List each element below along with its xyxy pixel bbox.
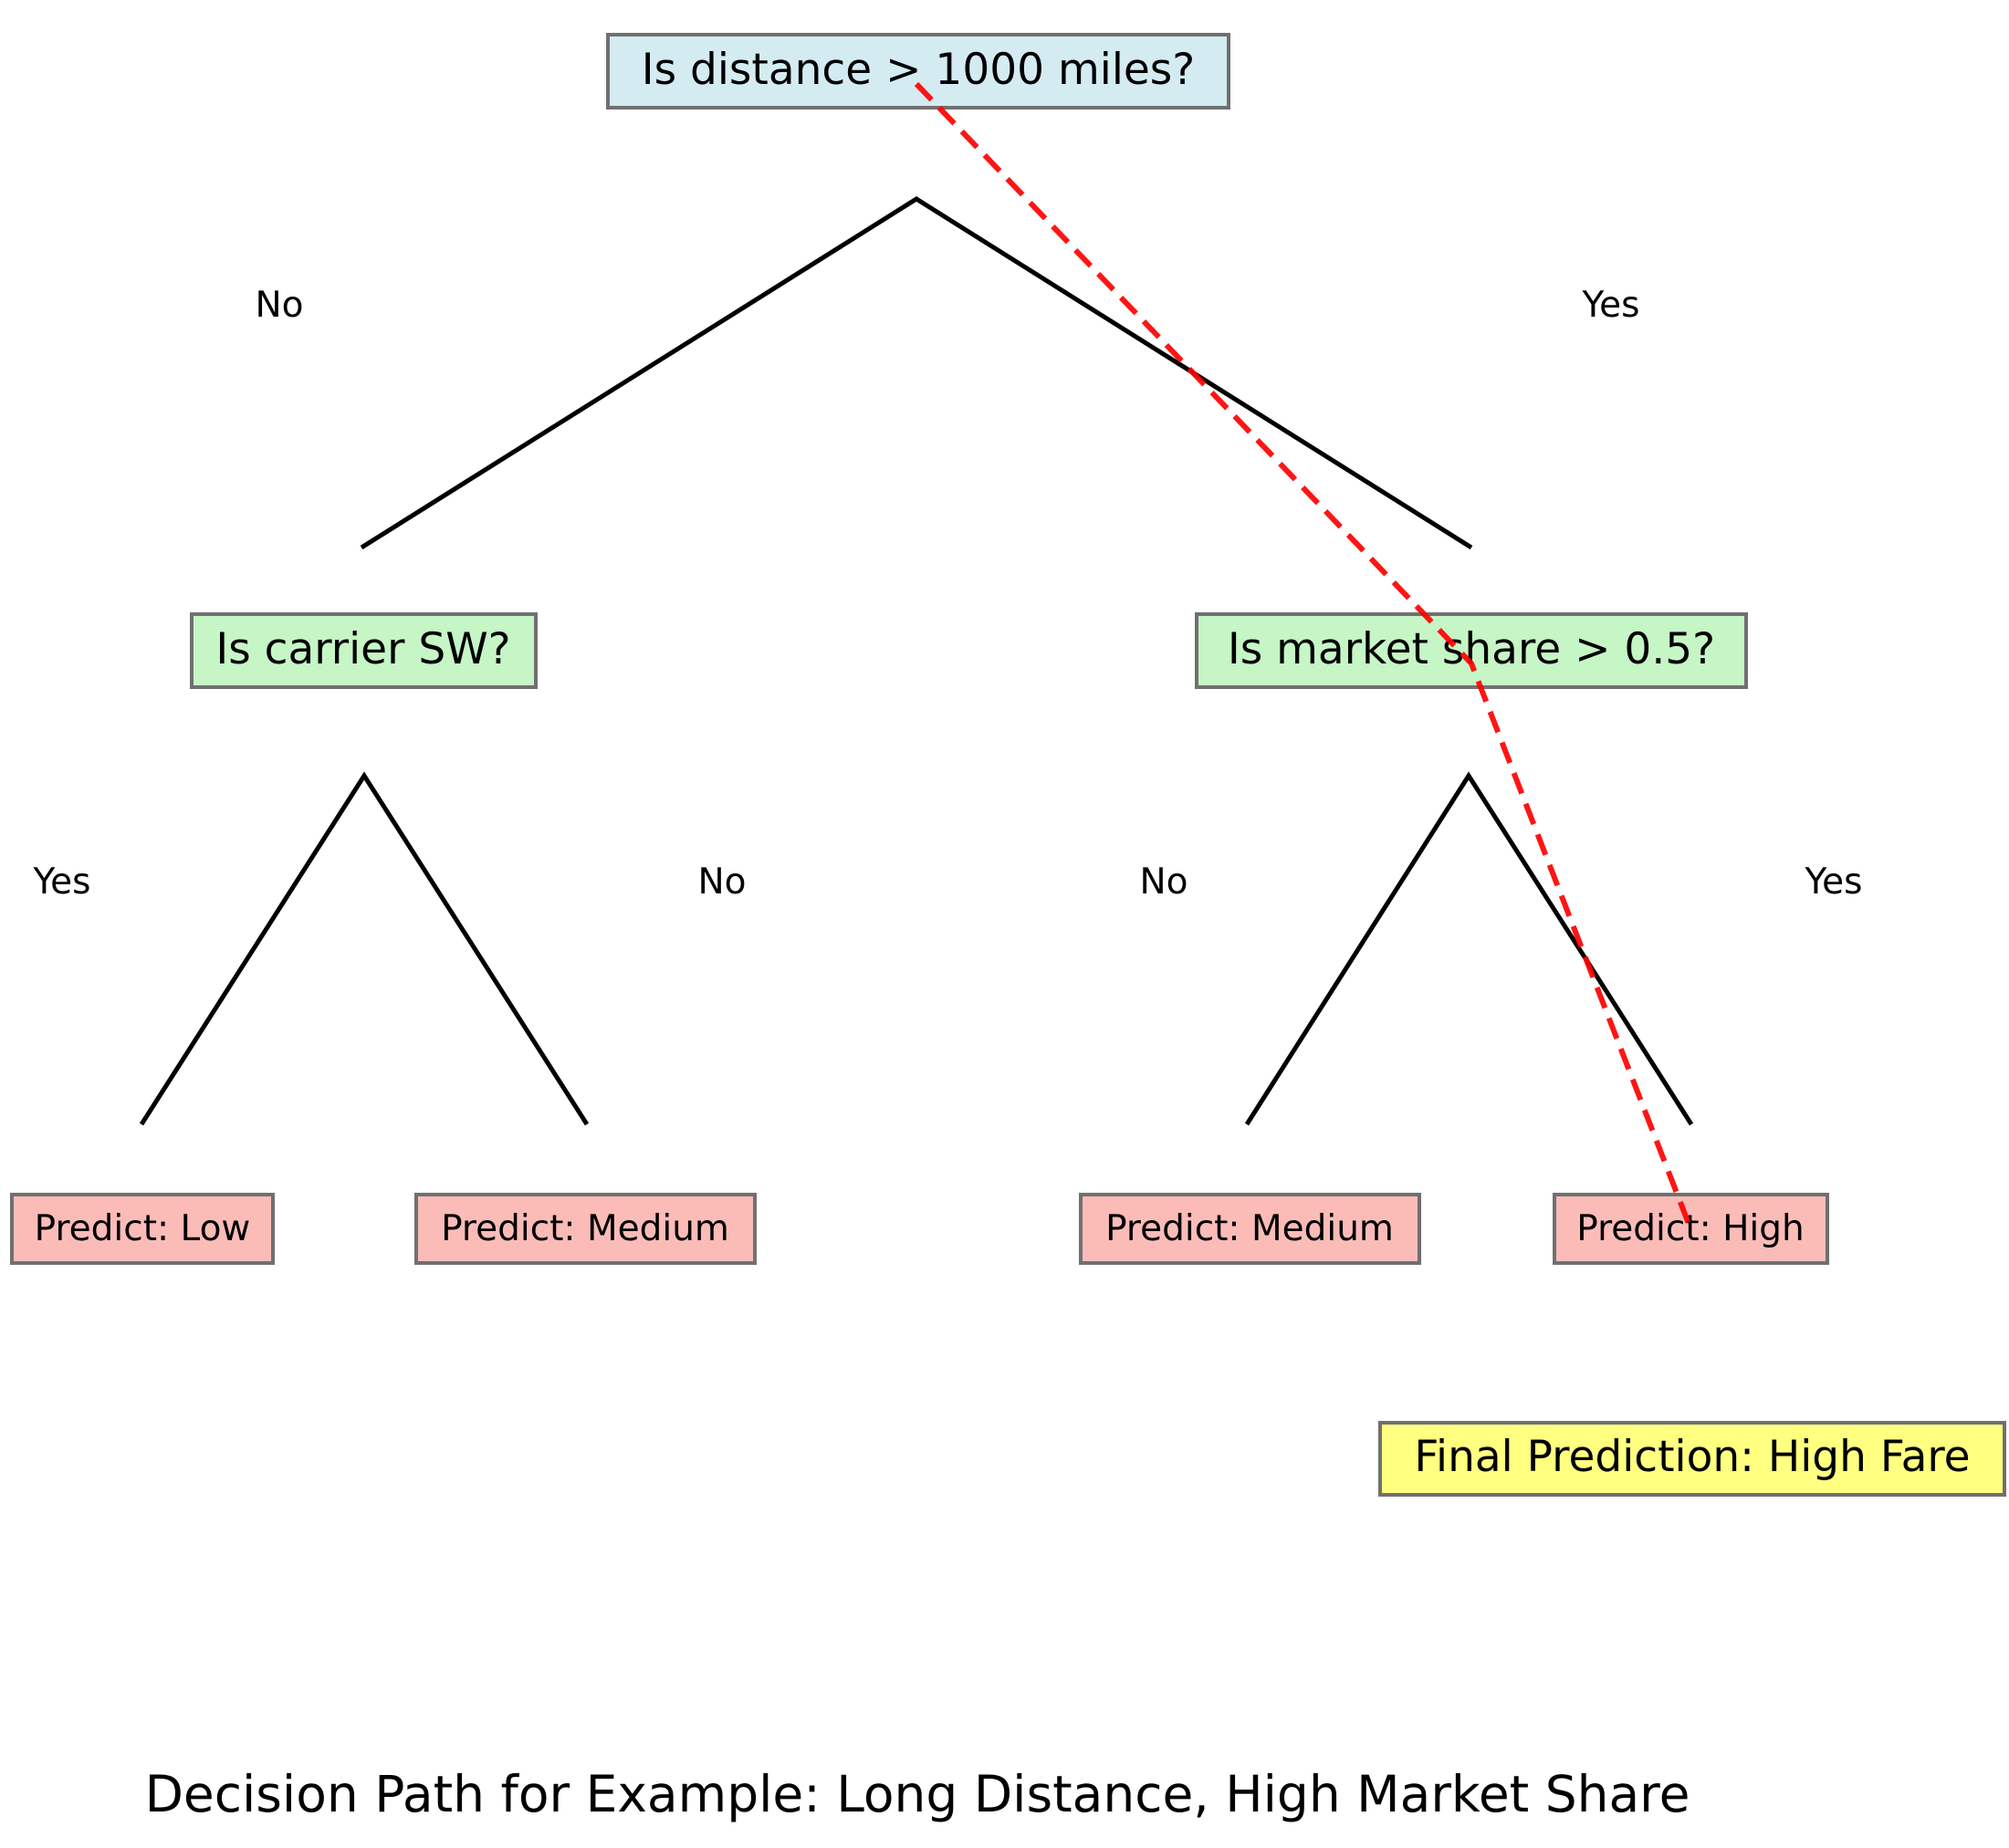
market-share-node: Is market share > 0.5? [1195,612,1748,689]
leaf-predict-low-label: Predict: Low [35,1208,251,1249]
leaf-predict-medium-right-box [1079,1193,1421,1265]
leaf-predict-medium-right: Predict: Medium [1079,1193,1421,1265]
market-share-node-box [1195,612,1748,689]
leaf-predict-medium-left-label: Predict: Medium [441,1208,729,1249]
edge-root-branches [360,196,1473,550]
root-node-box [606,33,1230,110]
final-prediction-box [1378,1421,2006,1497]
branch-label-root-yes: Yes [1582,285,1640,326]
edge-right-branches [1244,771,1694,1126]
carrier-node-label: Is carrier SW? [215,624,510,674]
branch-label-share-no: No [1139,861,1188,903]
leaf-predict-high-label: Predict: High [1576,1208,1805,1249]
leaf-predict-low: Predict: Low [10,1193,275,1265]
leaf-predict-high-box [1553,1193,1829,1265]
diagram-title: Decision Path for Example: Long Distance… [145,1765,1690,1823]
leaf-predict-medium-left-box [414,1193,757,1265]
carrier-node: Is carrier SW? [190,612,538,689]
root-node: Is distance > 1000 miles? [606,33,1230,110]
leaf-predict-medium-right-label: Predict: Medium [1105,1208,1394,1249]
branch-label-carrier-yes: Yes [33,861,91,903]
edge-left-branches [139,771,590,1126]
tree-edges [139,196,1694,1126]
final-prediction: Final Prediction: High Fare [1378,1421,2006,1497]
final-prediction-label: Final Prediction: High Fare [1414,1432,1970,1482]
branch-label-share-yes: Yes [1805,861,1863,903]
branch-label-carrier-no: No [697,861,746,903]
decision-path-line [914,81,1693,1230]
branch-label-root-no: No [255,285,303,326]
leaf-predict-low-box [10,1193,275,1265]
leaf-predict-medium-left: Predict: Medium [414,1193,757,1265]
leaf-predict-high: Predict: High [1553,1193,1829,1265]
carrier-node-box [190,612,538,689]
